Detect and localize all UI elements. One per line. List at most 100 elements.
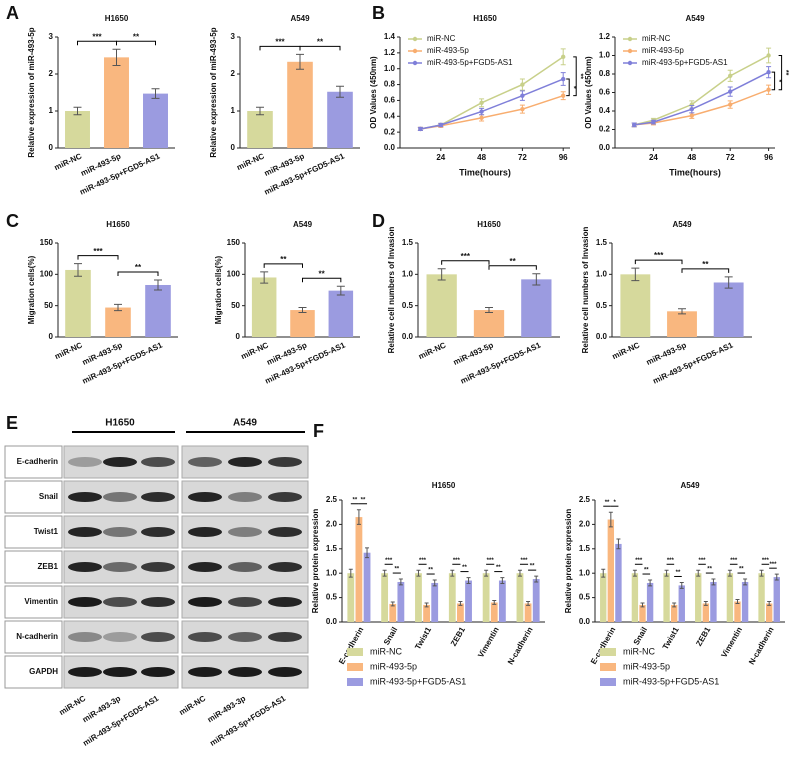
y-tick-label: 0.8 <box>384 80 396 89</box>
x-tick-label: miR-493-5p+FGD5-AS1 <box>459 340 542 385</box>
y-tick-label: 1.2 <box>384 48 396 57</box>
protein-box <box>4 515 63 549</box>
lane-label: miR-493-5p+FGD5-AS1 <box>208 694 287 748</box>
series-line <box>420 78 564 130</box>
significance-label: *** <box>92 32 102 41</box>
blot-band <box>68 597 102 607</box>
significance-label: *** <box>275 37 285 46</box>
legend-label: miR-NC <box>427 34 456 43</box>
point <box>766 87 771 92</box>
x-tick-label: 72 <box>726 153 735 162</box>
blot-band <box>103 562 137 572</box>
significance-label: ** <box>605 500 610 506</box>
x-tick-label: Twist1 <box>413 625 433 651</box>
significance-bracket <box>634 259 683 265</box>
legend-marker <box>627 48 633 54</box>
bar <box>521 279 552 337</box>
x-tick-label: miR-493-5p+FGD5-AS1 <box>651 340 734 385</box>
bar <box>710 581 717 622</box>
protein-label: ZEB1 <box>38 562 59 571</box>
y-tick-label: 0.0 <box>599 143 611 152</box>
blot-band <box>268 667 302 677</box>
y-tick-label: 150 <box>40 238 54 247</box>
blot-band <box>188 667 222 677</box>
blot-band <box>141 527 175 537</box>
point <box>520 93 525 98</box>
y-tick-label: 1.0 <box>326 568 338 577</box>
error-bar <box>336 85 344 98</box>
y-tick-label: 0.0 <box>384 143 396 152</box>
x-tick-label: 72 <box>518 153 527 162</box>
blot-band <box>228 492 262 502</box>
bar <box>105 307 131 337</box>
y-tick-label: 0.5 <box>402 301 414 310</box>
protein-label: N-cadherin <box>16 632 58 641</box>
bar <box>145 284 171 337</box>
point <box>520 106 525 112</box>
significance-label: *** <box>461 252 471 261</box>
error-bar <box>114 303 122 312</box>
y-tick-label: 2.5 <box>579 495 591 504</box>
error-bar <box>398 578 403 586</box>
bar <box>482 573 490 622</box>
error-bar <box>348 568 353 578</box>
protein-label: E-cadherin <box>17 457 58 466</box>
y-axis-label: Relative protein expression <box>564 509 573 614</box>
chart-title: H1650 <box>106 220 130 229</box>
significance-label: *** <box>762 558 770 564</box>
bar <box>646 582 654 622</box>
panel-label: E <box>6 413 18 433</box>
significance-label: ** <box>133 32 140 41</box>
point <box>689 113 694 118</box>
y-tick-label: 50 <box>44 301 53 310</box>
error-bar <box>151 88 160 99</box>
significance-bracket <box>488 265 537 270</box>
blot-band <box>68 632 102 642</box>
y-axis-label: Relative protein expression <box>311 509 320 614</box>
significance-label: *** <box>385 558 393 564</box>
error-bar <box>767 601 772 606</box>
protein-label: Twist1 <box>34 527 59 536</box>
point <box>689 106 694 112</box>
y-tick-label: 2 <box>49 69 54 78</box>
bar <box>490 602 498 622</box>
y-tick-label: 2.0 <box>326 520 338 529</box>
significance-label: ** <box>319 269 326 278</box>
bar <box>355 517 363 622</box>
blot-band <box>268 562 302 572</box>
panel-label: D <box>372 211 385 231</box>
significance-label: *** <box>654 251 664 260</box>
y-tick-label: 0.4 <box>599 106 611 115</box>
blot-band <box>268 632 302 642</box>
chart-title: A549 <box>685 14 705 23</box>
point <box>479 115 484 121</box>
error-bar <box>492 600 497 605</box>
chart-title: H1650 <box>432 481 456 490</box>
error-bar <box>73 106 82 116</box>
significance-label: *** <box>419 558 427 564</box>
error-bar <box>466 577 471 584</box>
error-bar <box>616 538 621 550</box>
error-bar <box>631 267 640 282</box>
y-tick-label: 0.4 <box>384 111 396 120</box>
error-bar <box>356 509 361 525</box>
error-bar <box>759 569 764 577</box>
error-bar <box>365 547 370 559</box>
blot-band <box>228 527 262 537</box>
y-tick-label: 0.0 <box>596 332 608 341</box>
point <box>728 73 733 79</box>
bar <box>670 604 678 622</box>
point <box>520 82 525 87</box>
error-bar <box>74 263 82 277</box>
protein-label: Vimentin <box>24 597 58 606</box>
error-bar <box>696 569 701 577</box>
significance-label: *** <box>769 562 777 568</box>
significance-bracket <box>771 71 776 91</box>
bar <box>734 601 741 622</box>
x-tick-label: Snail <box>382 626 399 647</box>
legend-swatch <box>347 663 363 671</box>
y-tick-label: 0 <box>49 143 54 152</box>
x-tick-label: ZEB1 <box>694 625 712 648</box>
x-tick-label: N-cadherin <box>747 625 776 666</box>
